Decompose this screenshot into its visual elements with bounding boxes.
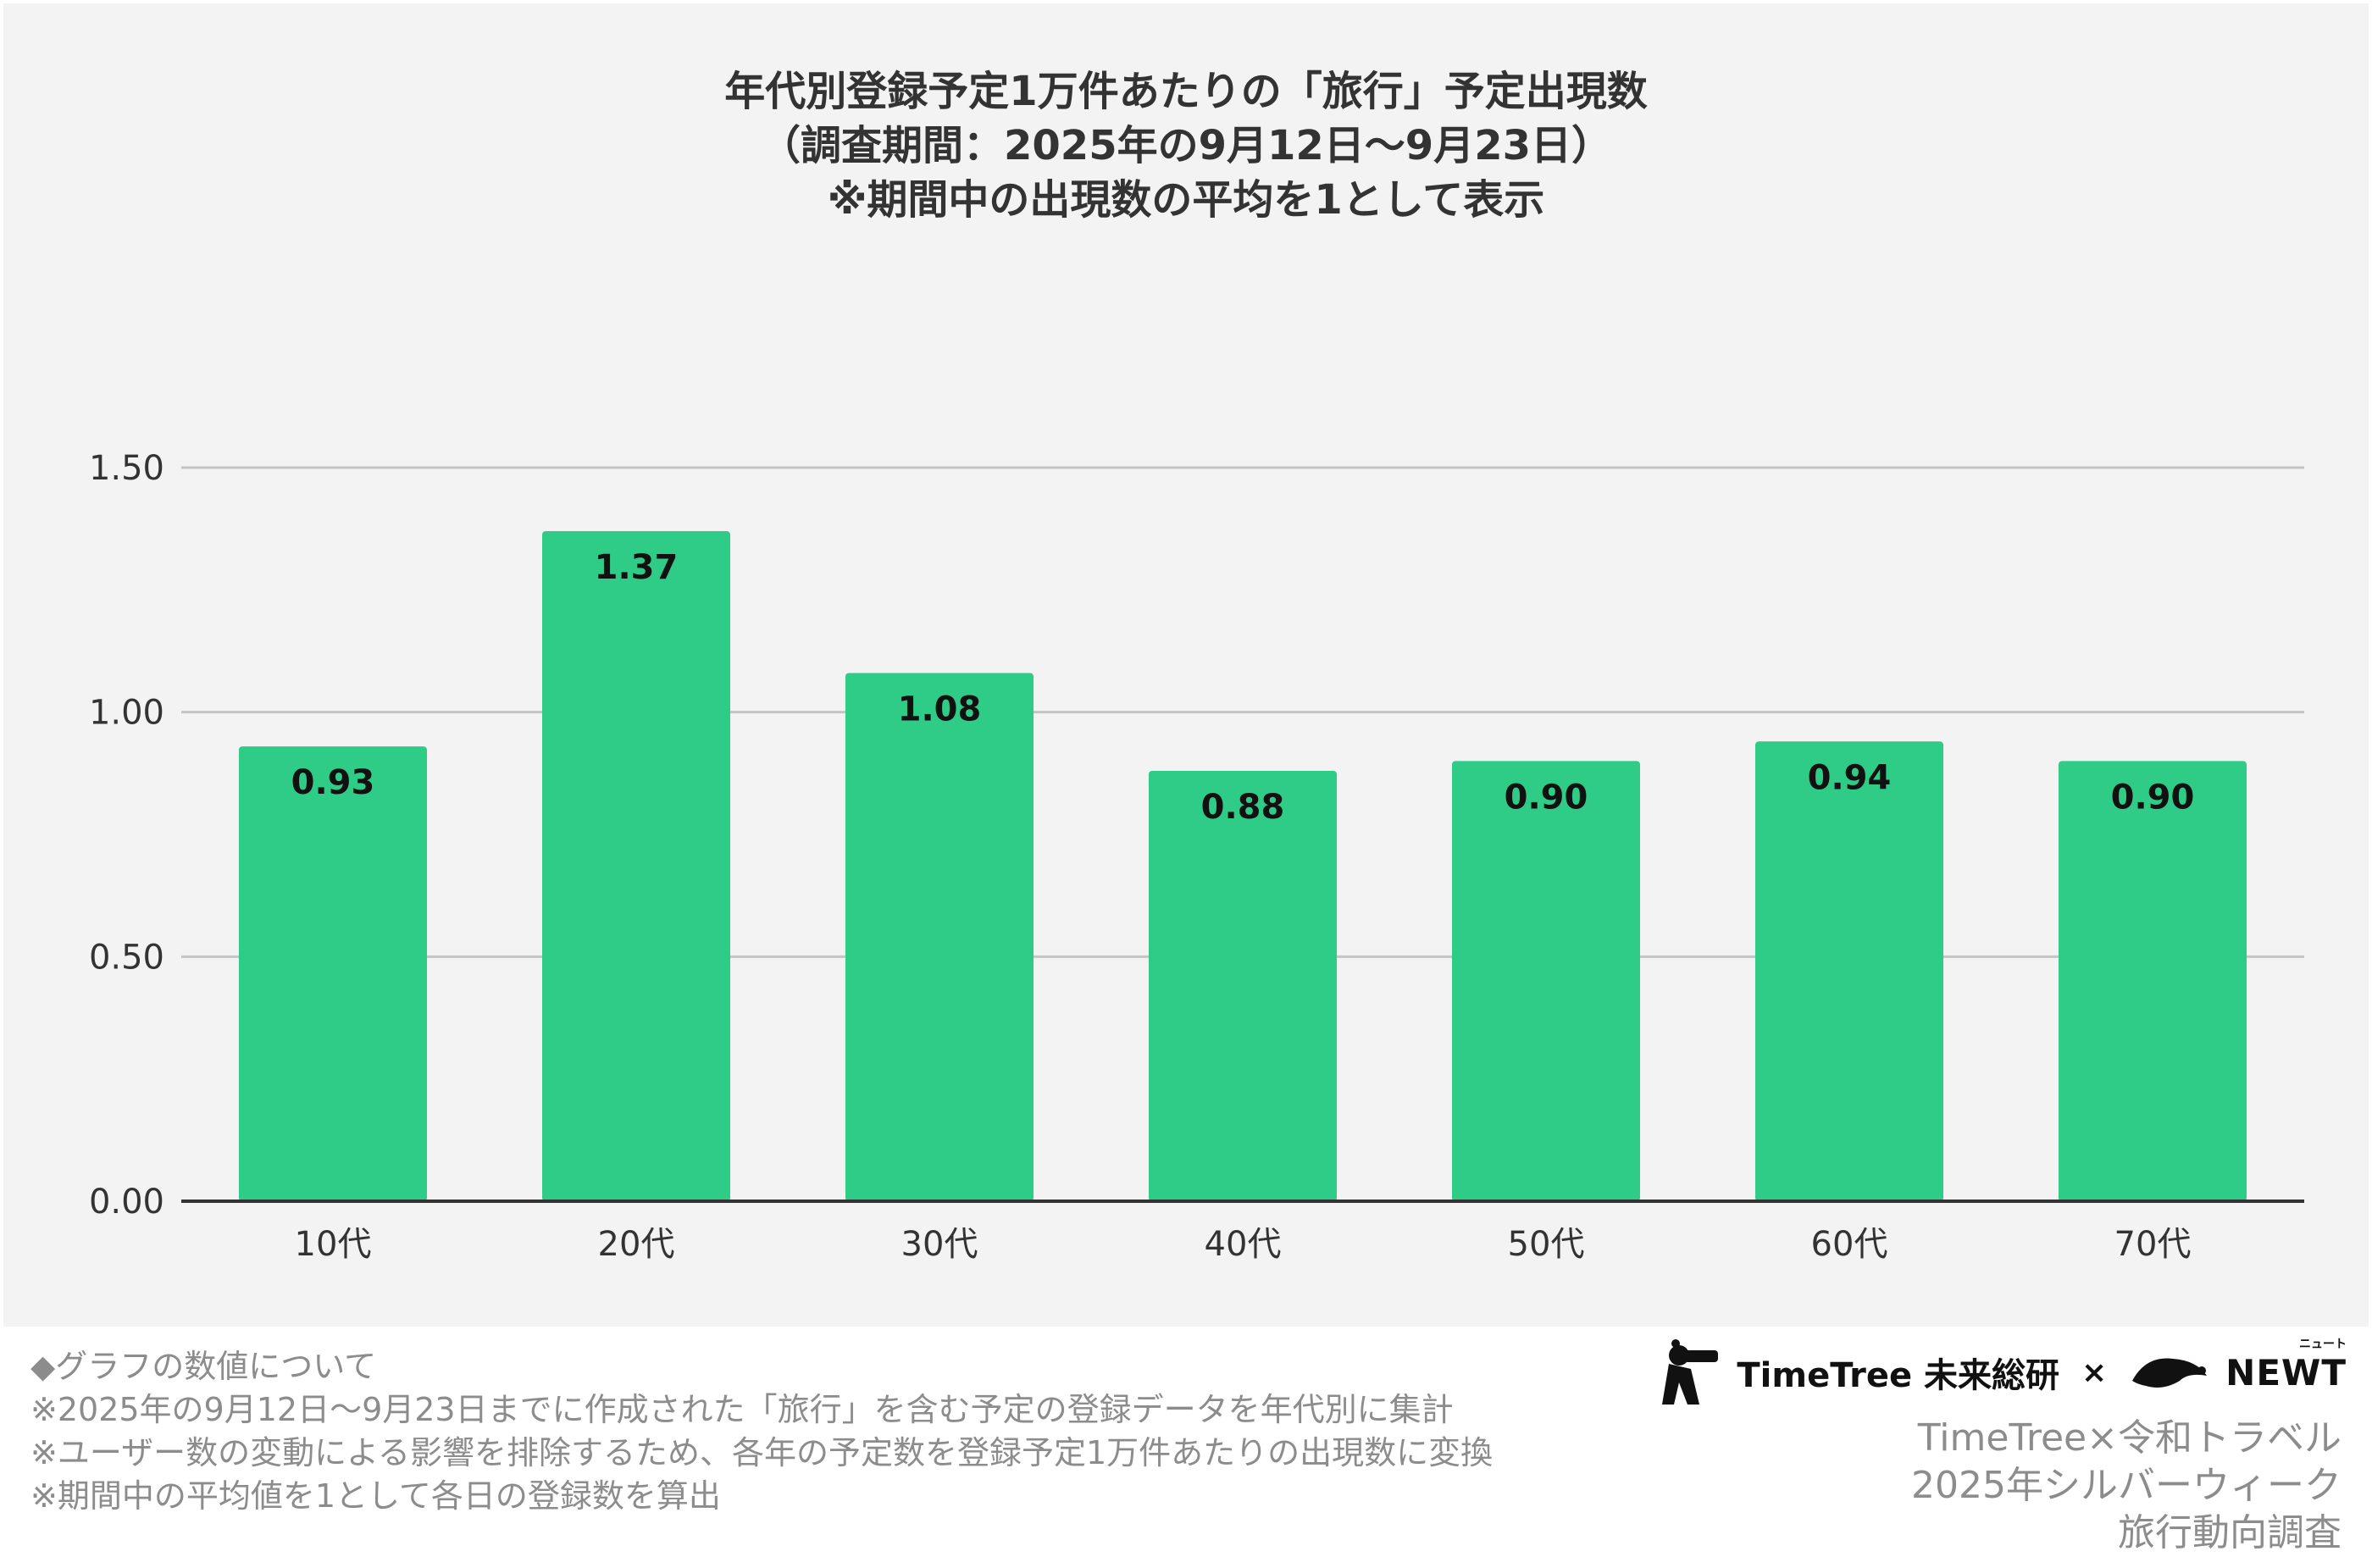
credit-block: TimeTree×令和トラベル 2025年シルバーウィーク 旅行動向調査 [1911, 1415, 2342, 1557]
data-label: 0.90 [1505, 778, 1588, 817]
data-label: 0.88 [1201, 788, 1285, 827]
data-label: 0.93 [291, 763, 375, 802]
data-label: 1.08 [898, 690, 982, 729]
bar [239, 746, 427, 1201]
notes-heading: ◆グラフの数値について [30, 1348, 377, 1385]
bar [845, 673, 1034, 1201]
chart-panel: 年代別登録予定1万件あたりの「旅行」予定出現数 （調査期間：2025年の9月12… [3, 3, 2369, 1327]
bar [1149, 770, 1337, 1201]
newt-ruby-text: ニュート [2299, 1337, 2347, 1351]
y-tick-label: 0.00 [89, 1183, 164, 1222]
notes-section: ◆グラフの数値について ※2025年の9月12日〜9月23日までに作成された「旅… [30, 1345, 1493, 1518]
x-tick-label: 40代 [1205, 1225, 1282, 1264]
x-tick-label: 10代 [295, 1225, 372, 1264]
newt-logo-text: NEWT [2225, 1351, 2347, 1393]
x-tick-label: 60代 [1811, 1225, 1888, 1264]
chart-title: 年代別登録予定1万件あたりの「旅行」予定出現数 （調査期間：2025年の9月12… [3, 64, 2369, 227]
x-tick-label: 70代 [2114, 1225, 2192, 1264]
newt-turtle-logo [2132, 1358, 2208, 1388]
x-tick-label: 50代 [1508, 1225, 1585, 1264]
bar [1452, 761, 1640, 1201]
note-line: ※期間中の平均値を1として各日の登録数を算出 [30, 1477, 721, 1515]
bar [1755, 741, 1943, 1201]
data-label: 1.37 [595, 548, 679, 587]
bar [2059, 761, 2247, 1201]
note-line: ※ユーザー数の変動による影響を排除するため、各年の予定数を登録予定1万件あたりの… [30, 1434, 1494, 1471]
y-tick-label: 1.00 [89, 694, 164, 733]
credit-line: 旅行動向調査 [2118, 1511, 2342, 1554]
y-tick-label: 0.50 [89, 938, 164, 977]
chart-title-line-2: （調査期間：2025年の9月12日〜9月23日） [760, 122, 1612, 169]
bar [542, 531, 730, 1201]
data-label: 0.94 [1808, 758, 1892, 797]
credit-line: 2025年シルバーウィーク [1911, 1464, 2342, 1507]
chart-title-line-1: 年代別登録予定1万件あたりの「旅行」予定出現数 [724, 68, 1648, 115]
note-line: ※2025年の9月12日〜9月23日までに作成された「旅行」を含む予定の登録デー… [30, 1391, 1454, 1428]
bar-chart: 0.00 0.50 1.00 1.50 0.93 10代 1.37 20代 1.08 30代 0.8… [89, 449, 2304, 1264]
x-tick-label: 20代 [598, 1225, 675, 1264]
x-tick-label: 30代 [901, 1225, 978, 1264]
timetree-mascot-logo [1662, 1339, 1719, 1405]
logo-row: TimeTree 未来総研 × ニュート NEWT [1654, 1338, 2347, 1406]
chart-title-line-3: ※期間中の出現数の平均を1として表示 [827, 176, 1545, 224]
data-label: 0.90 [2111, 778, 2195, 817]
logo-separator: × [2081, 1355, 2108, 1390]
y-tick-label: 1.50 [89, 449, 164, 488]
credit-line: TimeTree×令和トラベル [1917, 1416, 2342, 1460]
timetree-logo-text: TimeTree 未来総研 [1737, 1356, 2059, 1395]
